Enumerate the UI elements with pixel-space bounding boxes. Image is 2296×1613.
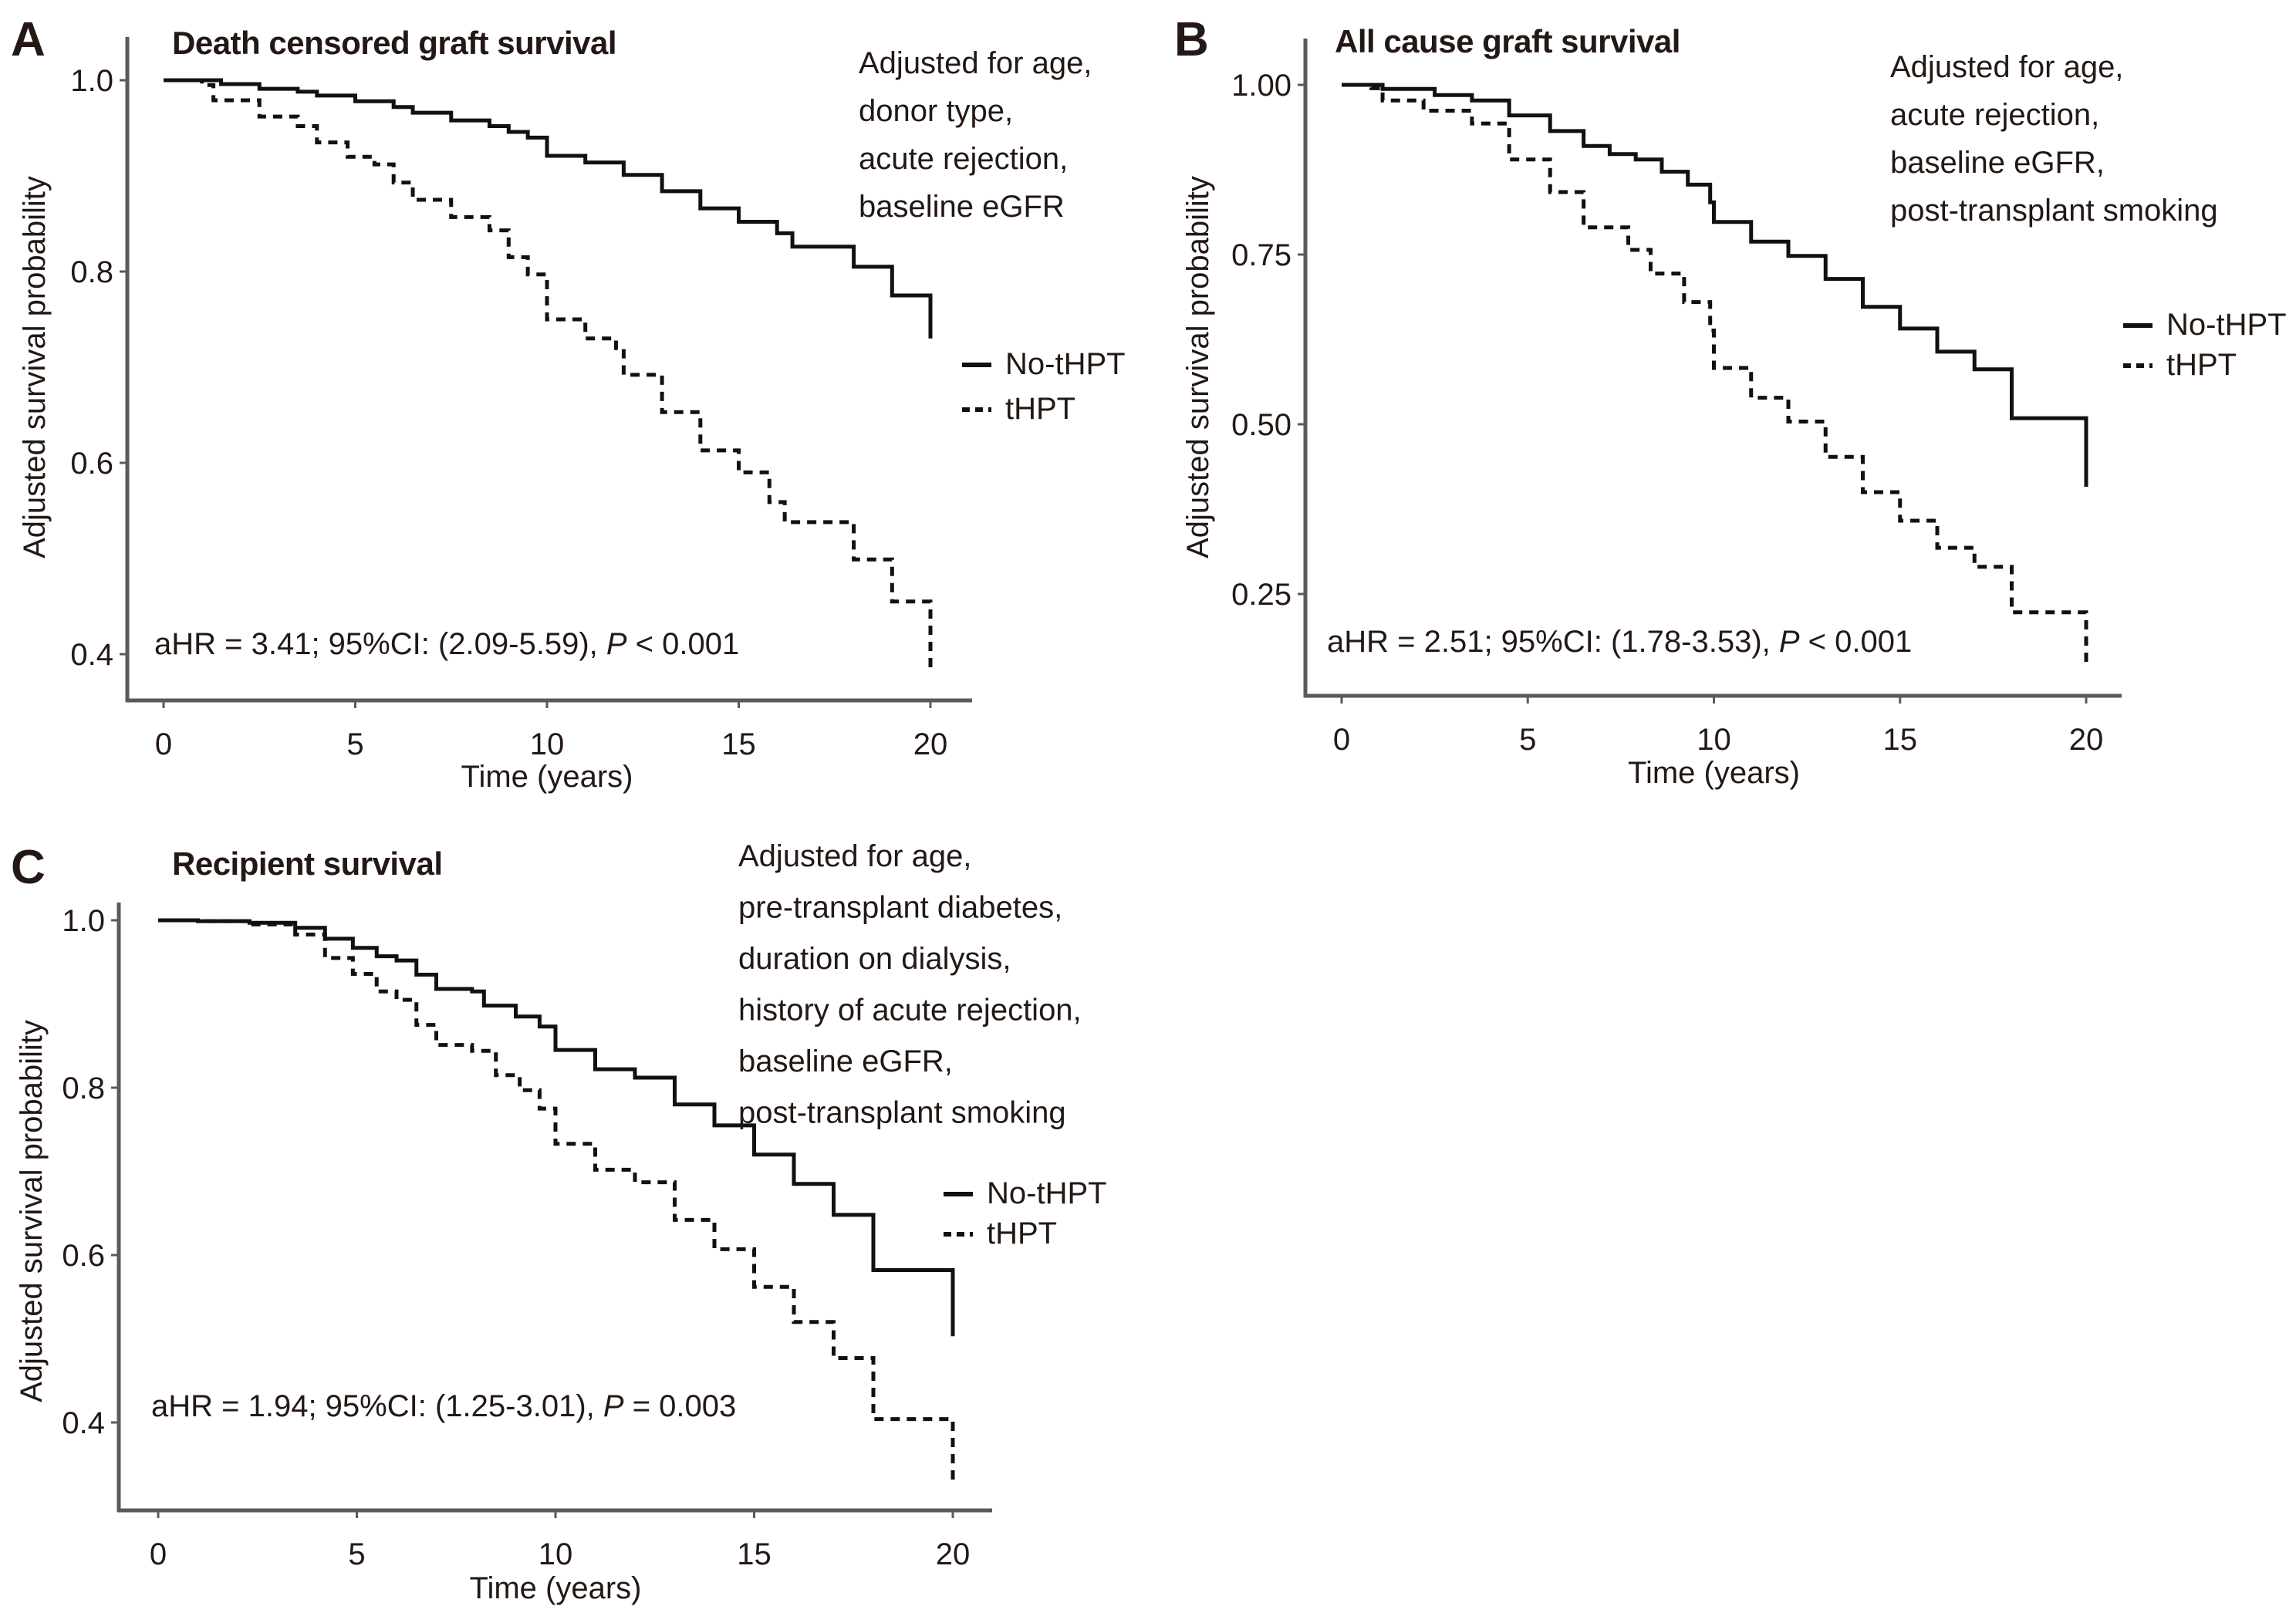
adjustment-note-line: Adjusted for age, <box>1890 50 2123 84</box>
y-tick-label: 0.25 <box>1231 578 1292 612</box>
x-tick-label: 15 <box>1883 723 1918 757</box>
adjustment-note-line: pre-transplant diabetes, <box>738 891 1062 925</box>
y-tick-label: 0.6 <box>70 447 113 481</box>
survival-curve-thpt <box>1342 83 2088 669</box>
panel-b: B All cause graft survival 0.25 0.50 0.75 1.0… <box>1174 13 2287 790</box>
y-axis-title: Adjusted survival probability <box>15 1020 49 1402</box>
y-tick-label: 0.50 <box>1231 408 1292 442</box>
x-tick-label: 20 <box>2069 723 2104 757</box>
panel-title: Death censored graft survival <box>172 25 616 61</box>
adjustment-note-line: Adjusted for age, <box>859 46 1092 80</box>
y-tick-label: 1.00 <box>1231 69 1292 103</box>
adjustment-note: Adjusted for age, donor type, acute reject… <box>859 46 1092 224</box>
y-axis-title: Adjusted survival probability <box>18 176 52 558</box>
legend: No-tHPT tHPT <box>962 347 1126 426</box>
legend-label: No-tHPT <box>1005 347 1126 381</box>
panel-title: Recipient survival <box>172 845 442 882</box>
hazard-ratio-text: aHR = 3.41; 95%CI: (2.09-5.59), P < 0.00… <box>154 627 739 661</box>
p-value: = 0.003 <box>624 1389 737 1423</box>
legend-label: No-tHPT <box>987 1176 1107 1210</box>
panel-letter: A <box>11 13 46 66</box>
panel-title: All cause graft survival <box>1335 23 1680 59</box>
hazard-ratio-prefix: aHR = 1.94; 95%CI: (1.25-3.01), <box>151 1389 603 1423</box>
panel-letter: C <box>11 841 46 894</box>
legend: No-tHPT tHPT <box>944 1176 1107 1250</box>
x-tick-label: 5 <box>1519 723 1536 757</box>
hazard-ratio-text: aHR = 2.51; 95%CI: (1.78-3.53), P < 0.00… <box>1327 625 1912 659</box>
panel-c: C Recipient survival 0.4 0.6 0.8 1.0 0 5 10 15 20 T… <box>11 839 1107 1605</box>
adjustment-note-line: baseline eGFR, <box>1890 146 2105 180</box>
panel-a: A Death censored graft survival 0.4 0.6 0.8 1… <box>11 13 1126 794</box>
x-tick-label: 0 <box>1333 723 1350 757</box>
y-tick-label: 0.8 <box>70 255 113 289</box>
adjustment-note-line: acute rejection, <box>1890 98 2099 132</box>
p-value: < 0.001 <box>1800 625 1913 659</box>
adjustment-note-line: donor type, <box>859 94 1013 128</box>
legend: No-tHPT tHPT <box>2123 308 2287 382</box>
survival-curve-no-thpt <box>164 78 933 339</box>
x-tick-label: 10 <box>1697 723 1731 757</box>
x-tick-label: 0 <box>150 1537 167 1571</box>
survival-curve-thpt <box>164 78 933 668</box>
x-tick-label: 10 <box>539 1537 573 1571</box>
adjustment-note-line: Adjusted for age, <box>738 839 971 873</box>
adjustment-note-line: post-transplant smoking <box>1890 194 2218 228</box>
hazard-ratio-prefix: aHR = 2.51; 95%CI: (1.78-3.53), <box>1327 625 1779 659</box>
adjustment-note: Adjusted for age, pre-transplant diabetes… <box>738 839 1082 1130</box>
legend-label: tHPT <box>987 1216 1057 1250</box>
adjustment-note: Adjusted for age, acute rejection, baselin… <box>1890 50 2218 228</box>
panel-letter: B <box>1174 13 1209 66</box>
adjustment-note-line: baseline eGFR <box>859 190 1065 224</box>
hazard-ratio-text: aHR = 1.94; 95%CI: (1.25-3.01), P = 0.00… <box>151 1389 736 1423</box>
p-symbol: P <box>606 627 627 661</box>
p-symbol: P <box>603 1389 624 1423</box>
y-tick-label: 0.4 <box>62 1406 105 1440</box>
survival-curve-no-thpt <box>1342 83 2088 487</box>
x-tick-label: 15 <box>737 1537 772 1571</box>
adjustment-note-line: acute rejection, <box>859 142 1068 176</box>
y-tick-label: 1.0 <box>70 64 113 98</box>
adjustment-note-line: history of acute rejection, <box>738 994 1082 1028</box>
x-axis-title: Time (years) <box>1628 756 1800 790</box>
survival-curve-thpt <box>158 918 955 1485</box>
legend-label: tHPT <box>1005 392 1075 426</box>
y-tick-label: 0.75 <box>1231 238 1292 272</box>
y-tick-label: 0.4 <box>70 638 113 672</box>
x-axis-title: Time (years) <box>470 1571 642 1605</box>
legend-label: No-tHPT <box>2166 308 2287 342</box>
y-tick-label: 0.6 <box>62 1239 105 1273</box>
x-tick-label: 15 <box>721 727 756 761</box>
p-value: < 0.001 <box>627 627 740 661</box>
x-axis-title: Time (years) <box>461 760 633 794</box>
x-tick-label: 0 <box>155 727 172 761</box>
y-tick-label: 1.0 <box>62 904 105 938</box>
legend-label: tHPT <box>2166 348 2237 382</box>
x-tick-label: 5 <box>346 727 363 761</box>
adjustment-note-line: duration on dialysis, <box>738 942 1011 976</box>
x-tick-label: 20 <box>913 727 948 761</box>
y-tick-label: 0.8 <box>62 1071 105 1105</box>
p-symbol: P <box>1779 625 1800 659</box>
x-tick-label: 5 <box>348 1537 365 1571</box>
adjustment-note-line: post-transplant smoking <box>738 1096 1066 1130</box>
x-tick-label: 20 <box>936 1537 971 1571</box>
x-tick-label: 10 <box>530 727 565 761</box>
adjustment-note-line: baseline eGFR, <box>738 1044 953 1078</box>
y-axis-title: Adjusted survival probability <box>1181 176 1215 558</box>
hazard-ratio-prefix: aHR = 3.41; 95%CI: (2.09-5.59), <box>154 627 606 661</box>
